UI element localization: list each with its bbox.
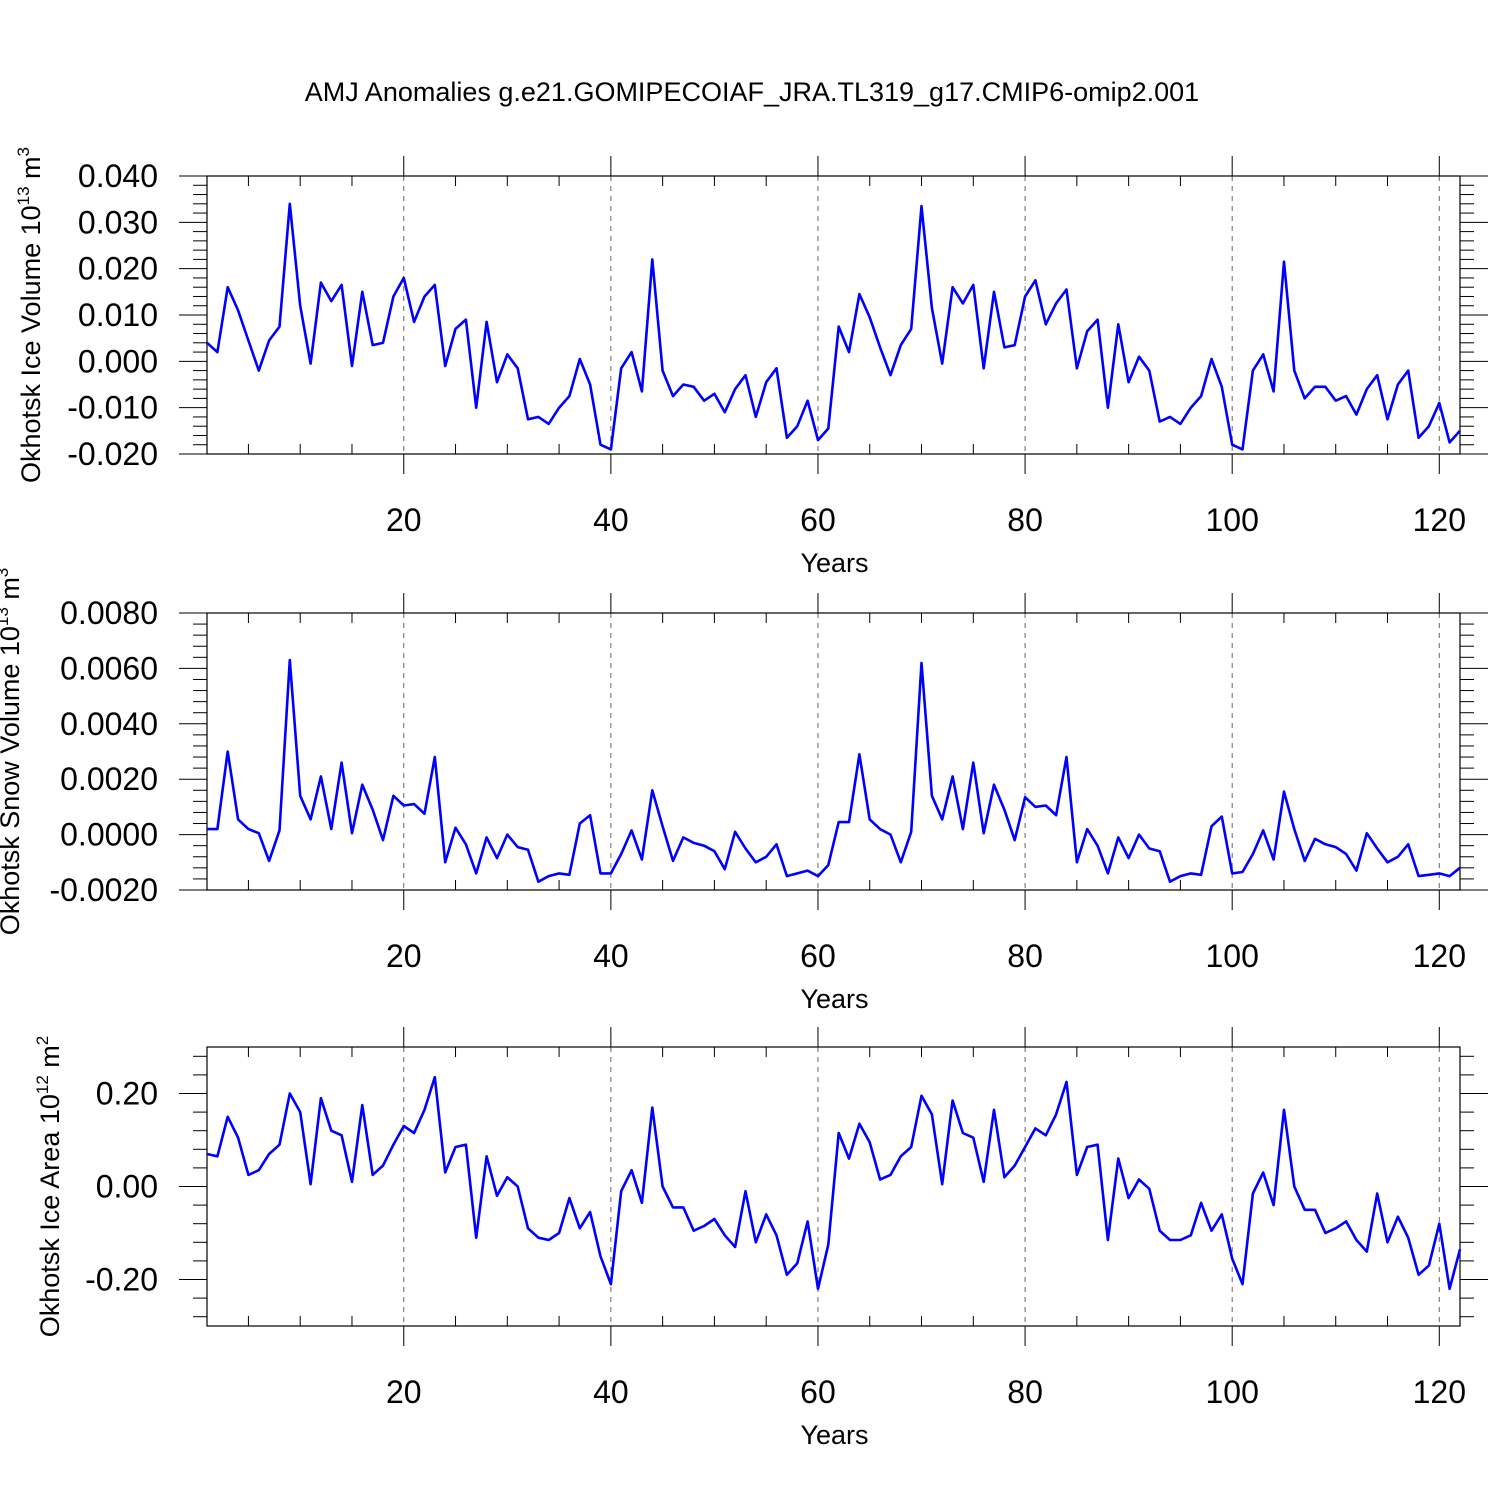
y-axis-label-part: m bbox=[16, 156, 46, 186]
x-tick-label: 80 bbox=[1007, 1374, 1043, 1410]
x-tick-label: 120 bbox=[1413, 502, 1466, 538]
y-tick-label: 0.010 bbox=[78, 297, 158, 333]
x-tick-label: 100 bbox=[1205, 502, 1258, 538]
x-tick-label: 20 bbox=[386, 1374, 422, 1410]
y-tick-label: 0.0000 bbox=[60, 817, 158, 853]
x-axis-label: Years bbox=[800, 984, 868, 1014]
y-tick-label: -0.20 bbox=[85, 1262, 158, 1298]
x-tick-label: 120 bbox=[1413, 1374, 1466, 1410]
x-tick-label: 20 bbox=[386, 938, 422, 974]
x-tick-label: 40 bbox=[593, 502, 629, 538]
x-tick-label: 20 bbox=[386, 502, 422, 538]
y-axis-label-superscript: 13 bbox=[14, 186, 33, 205]
series-line bbox=[207, 658, 1461, 884]
x-axis-label: Years bbox=[800, 548, 868, 578]
y-tick-label: 0.00 bbox=[96, 1169, 158, 1205]
plot-frame bbox=[206, 175, 1461, 455]
x-tick-label: 100 bbox=[1205, 1374, 1258, 1410]
x-axis-label: Years bbox=[800, 1420, 868, 1450]
y-tick-label: -0.020 bbox=[67, 436, 158, 472]
panel-3: 20 40 60 80 100 120 -0.20 0.00 0.20 Years Okhotsk … bbox=[33, 1027, 1488, 1450]
y-axis-label-superscript: 13 bbox=[0, 607, 12, 626]
x-tick-label: 60 bbox=[800, 938, 836, 974]
y-axis-label-superscript: 3 bbox=[14, 147, 33, 156]
series-line bbox=[206, 202, 1461, 451]
series-line bbox=[206, 1075, 1462, 1291]
x-tick-label: 60 bbox=[800, 502, 836, 538]
y-axis-label-superscript: 2 bbox=[33, 1036, 52, 1045]
y-tick-label: 0.0040 bbox=[60, 706, 158, 742]
y-axis-label-superscript: 3 bbox=[0, 568, 12, 577]
y-tick-label: 0.040 bbox=[78, 158, 158, 194]
y-axis-label-part: m bbox=[35, 1045, 65, 1075]
y-tick-label: -0.010 bbox=[67, 390, 158, 426]
y-tick-label: 0.030 bbox=[78, 204, 158, 240]
y-axis-label-part: Okhotsk Snow Volume 10 bbox=[0, 626, 25, 935]
y-axis-label-part: Okhotsk Ice Area 10 bbox=[35, 1094, 65, 1337]
y-tick-label: 0.0020 bbox=[60, 761, 158, 797]
y-tick-label: -0.0020 bbox=[49, 872, 158, 908]
y-tick-label: 0.20 bbox=[96, 1076, 158, 1112]
x-tick-label: 40 bbox=[593, 938, 629, 974]
y-tick-label: 0.000 bbox=[78, 343, 158, 379]
y-axis-label-superscript: 12 bbox=[33, 1075, 52, 1094]
y-axis-label: Okhotsk Ice Volume 1013 m3 bbox=[14, 147, 46, 483]
y-axis-label: Okhotsk Ice Area 1012 m2 bbox=[33, 1036, 65, 1338]
x-tick-label: 80 bbox=[1007, 938, 1043, 974]
y-tick-label: 0.0060 bbox=[60, 650, 158, 686]
y-axis-label: Okhotsk Snow Volume 1013 m3 bbox=[0, 568, 25, 936]
x-tick-label: 120 bbox=[1413, 938, 1466, 974]
plot-frame bbox=[206, 612, 1461, 891]
x-tick-label: 40 bbox=[593, 1374, 629, 1410]
y-axis-label-part: m bbox=[0, 577, 25, 607]
figure-title: AMJ Anomalies g.e21.GOMIPECOIAF_JRA.TL31… bbox=[305, 77, 1199, 107]
y-axis-label-part: Okhotsk Ice Volume 10 bbox=[16, 205, 46, 483]
y-tick-label: 0.020 bbox=[78, 251, 158, 287]
x-tick-label: 80 bbox=[1007, 502, 1043, 538]
panel-1: 20 40 60 80 100 120 -0.020 -0.010 0.000 0.010 0.02… bbox=[14, 147, 1488, 578]
panel-2: 20 40 60 80 100 120 -0.0020 0.0000 0.0020 0.0040 0… bbox=[0, 568, 1488, 1014]
x-tick-label: 60 bbox=[800, 1374, 836, 1410]
y-tick-label: 0.0080 bbox=[60, 595, 158, 631]
x-tick-label: 100 bbox=[1205, 938, 1258, 974]
